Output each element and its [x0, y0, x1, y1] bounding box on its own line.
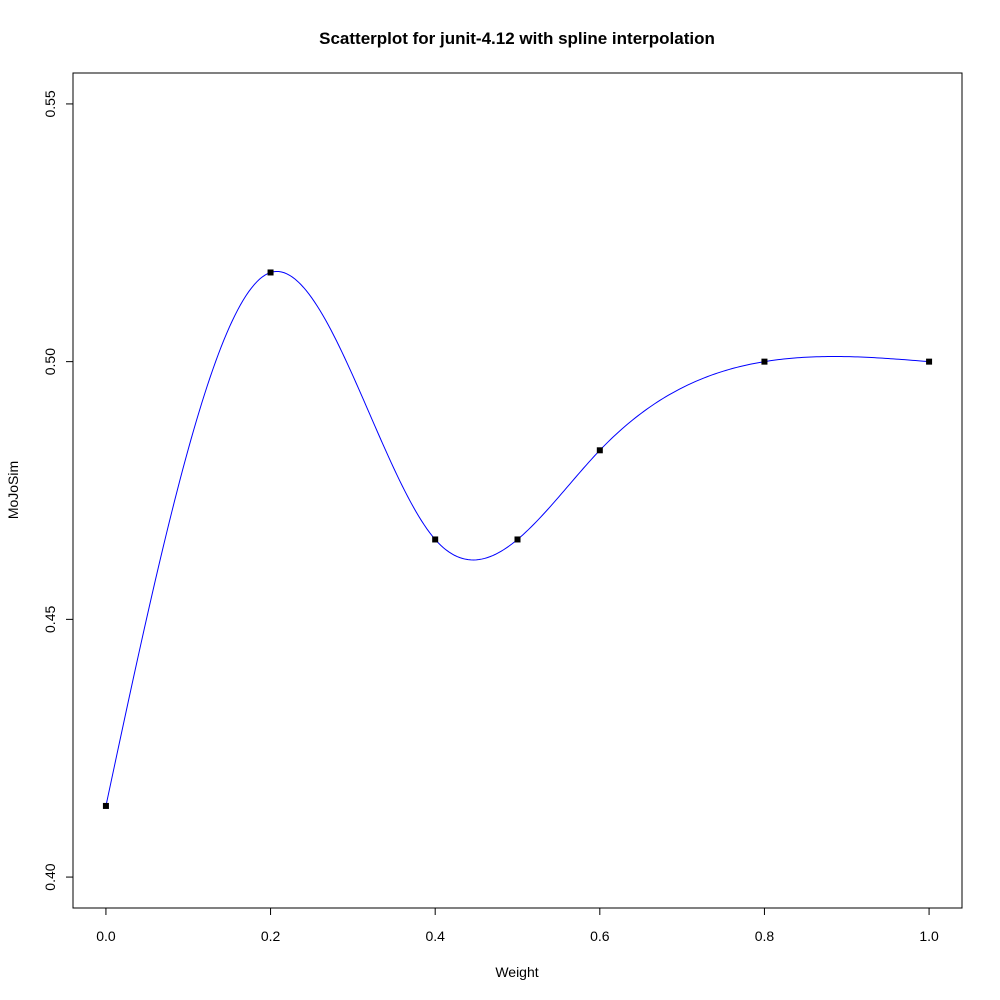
- points-layer: [102, 269, 933, 809]
- y-tick-label: 0.55: [42, 90, 58, 117]
- x-tick-label: 0.8: [755, 928, 775, 944]
- x-tick-label: 0.6: [590, 928, 610, 944]
- x-tick-label: 0.2: [261, 928, 281, 944]
- y-tick-label: 0.45: [42, 606, 58, 633]
- plot-frame: [72, 72, 963, 909]
- x-tick-label: 1.0: [919, 928, 939, 944]
- data-point: [926, 358, 933, 365]
- x-axis-label: Weight: [495, 964, 538, 980]
- y-axis: 0.40 0.45 0.50 0.55: [42, 90, 74, 891]
- data-point: [267, 269, 274, 276]
- data-point: [514, 536, 521, 543]
- data-point: [102, 802, 109, 809]
- x-axis: 0.0 0.2 0.4 0.6 0.8 1.0: [96, 907, 939, 944]
- y-tick-label: 0.50: [42, 348, 58, 375]
- data-point: [432, 536, 439, 543]
- x-tick-label: 0.0: [96, 928, 116, 944]
- chart-title: Scatterplot for junit-4.12 with spline i…: [319, 29, 715, 48]
- y-axis-label: MoJoSim: [5, 461, 21, 519]
- x-tick-label: 0.4: [425, 928, 445, 944]
- data-point: [761, 358, 768, 365]
- data-point: [596, 447, 603, 454]
- y-tick-label: 0.40: [42, 863, 58, 890]
